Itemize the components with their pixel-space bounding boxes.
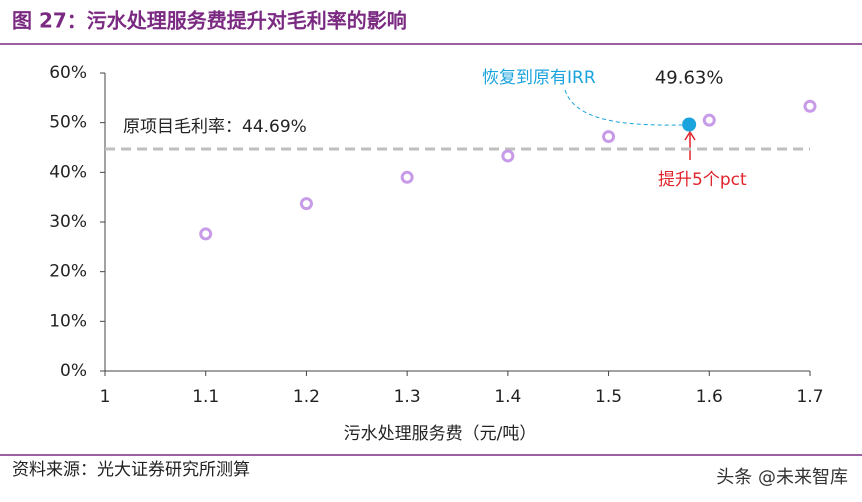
y-tick-label: 30% (49, 212, 87, 232)
y-tick-label: 20% (49, 262, 87, 282)
annotation: 恢复到原有IRR (482, 68, 596, 88)
x-axis-label: 污水处理服务费（元/吨） (344, 424, 537, 444)
x-tick-label: 1.5 (595, 387, 622, 407)
y-tick-label: 0% (60, 361, 87, 381)
x-tick-label: 1.7 (796, 387, 823, 407)
y-tick-label: 50% (49, 113, 87, 133)
point (299, 197, 313, 211)
y-tick-label: 10% (49, 311, 87, 331)
x-tick-label: 1 (100, 387, 111, 407)
annotation: 提升5个pct (658, 170, 747, 190)
annotation-arrowhead (684, 130, 696, 141)
x-tick-label: 1.1 (192, 387, 219, 407)
y-tick-label: 40% (49, 162, 87, 182)
point (803, 99, 817, 113)
watermark: 头条 @未来智库 (716, 467, 848, 488)
data-label: 49.63% (655, 68, 724, 89)
x-tick-label: 1.3 (394, 387, 421, 407)
x-tick-label: 1.6 (696, 387, 723, 407)
source: 资料来源：光大证券研究所测算 (12, 460, 250, 480)
point (602, 130, 616, 144)
point (199, 227, 213, 241)
y-tick-label: 60% (49, 63, 87, 83)
annotation-connector (564, 89, 683, 126)
point (702, 113, 716, 127)
chart-title: 图 27：污水处理服务费提升对毛利率的影响 (12, 9, 407, 33)
reference-label: 原项目毛利率：44.69% (123, 117, 307, 137)
point (501, 149, 515, 163)
highlight-point (682, 117, 697, 132)
x-tick-label: 1.2 (293, 387, 320, 407)
point (400, 170, 414, 184)
x-tick-label: 1.4 (494, 387, 521, 407)
